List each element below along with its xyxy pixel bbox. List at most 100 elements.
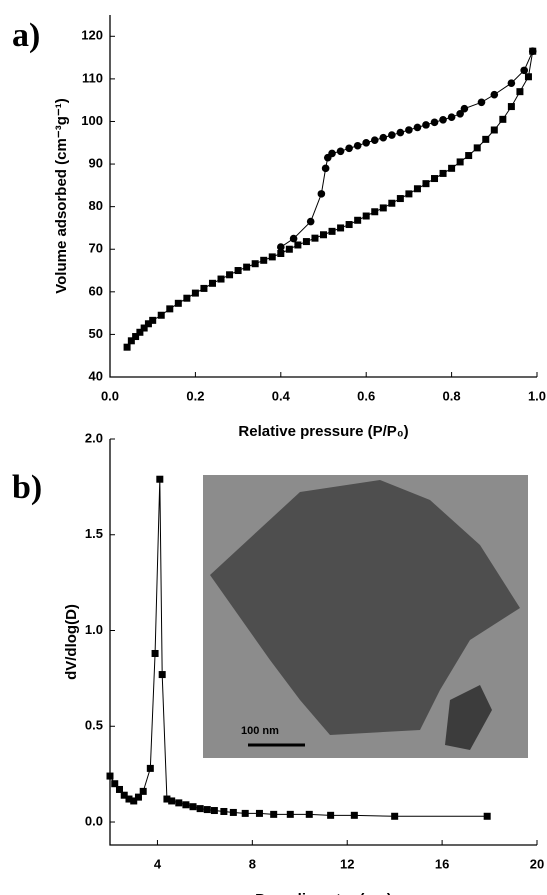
marker xyxy=(379,133,388,142)
marker xyxy=(337,224,345,232)
marker xyxy=(289,234,298,243)
y-tick-label: 40 xyxy=(89,368,103,383)
marker xyxy=(456,158,464,166)
axis-line xyxy=(109,439,537,846)
y-tick-label: 80 xyxy=(89,198,103,213)
marker xyxy=(507,79,516,87)
marker xyxy=(311,234,319,242)
marker xyxy=(196,805,204,813)
marker xyxy=(277,243,285,251)
marker xyxy=(251,260,259,268)
marker xyxy=(345,144,353,153)
marker xyxy=(490,126,498,134)
marker xyxy=(151,649,159,657)
marker xyxy=(123,343,131,351)
marker xyxy=(182,801,190,809)
marker xyxy=(353,141,362,150)
marker xyxy=(243,263,251,271)
marker xyxy=(328,227,336,235)
marker xyxy=(115,785,123,793)
marker xyxy=(320,231,327,239)
marker xyxy=(524,73,532,81)
marker xyxy=(111,780,119,788)
marker xyxy=(345,221,353,229)
marker xyxy=(166,305,174,313)
marker xyxy=(302,238,310,246)
marker xyxy=(120,791,128,799)
marker xyxy=(255,809,263,817)
marker xyxy=(388,131,396,139)
marker xyxy=(321,164,330,173)
y-tick-label: 0.5 xyxy=(85,718,103,733)
marker xyxy=(106,772,114,780)
marker xyxy=(134,793,142,801)
marker xyxy=(460,104,469,113)
marker xyxy=(354,216,362,224)
marker xyxy=(473,144,481,152)
y-tick-label: 60 xyxy=(89,283,103,298)
y-tick-label: 0.0 xyxy=(85,813,103,828)
y-axis-title: dV/dlog(D) xyxy=(63,604,80,680)
marker xyxy=(439,169,447,177)
marker xyxy=(448,164,456,172)
marker xyxy=(168,797,176,805)
marker xyxy=(203,806,211,814)
marker xyxy=(132,333,140,341)
marker xyxy=(483,812,491,820)
x-tick-label: 0.2 xyxy=(186,388,204,403)
marker xyxy=(422,121,430,129)
marker xyxy=(477,98,486,107)
x-tick-label: 1.0 xyxy=(528,388,546,403)
marker xyxy=(191,289,199,297)
marker xyxy=(362,138,371,147)
series-line xyxy=(280,50,534,248)
marker xyxy=(125,795,133,803)
marker xyxy=(210,807,218,815)
marker xyxy=(136,328,144,336)
marker xyxy=(234,267,242,275)
marker xyxy=(127,337,135,345)
y-tick-label: 1.0 xyxy=(85,622,103,637)
y-tick-label: 90 xyxy=(89,155,103,170)
marker xyxy=(208,279,216,287)
y-tick-label: 2.0 xyxy=(85,430,103,445)
marker xyxy=(294,241,302,249)
marker xyxy=(413,185,421,193)
marker xyxy=(456,110,464,118)
y-tick-label: 70 xyxy=(89,241,103,256)
marker xyxy=(405,190,413,198)
marker xyxy=(200,284,208,292)
marker xyxy=(226,271,234,279)
marker xyxy=(336,147,345,156)
marker xyxy=(270,810,278,818)
marker xyxy=(144,320,152,328)
y-tick-label: 50 xyxy=(89,326,103,341)
y-axis-title: Volume adsorbed (cm⁻³g⁻¹) xyxy=(53,98,70,294)
y-tick-label: 110 xyxy=(82,70,103,85)
marker xyxy=(379,204,387,212)
marker xyxy=(183,294,191,302)
series-line xyxy=(126,51,534,348)
marker xyxy=(217,275,225,283)
marker xyxy=(163,795,171,803)
marker xyxy=(277,249,285,257)
marker xyxy=(388,199,396,207)
marker xyxy=(396,195,404,203)
marker xyxy=(396,128,405,137)
marker xyxy=(391,812,399,820)
y-tick-label: 120 xyxy=(81,28,103,43)
marker xyxy=(174,299,182,307)
tem-inset: 100 nm xyxy=(203,475,528,758)
x-tick-label: 0.8 xyxy=(443,388,461,403)
marker xyxy=(130,797,138,805)
marker xyxy=(241,809,249,817)
marker xyxy=(507,103,515,111)
marker xyxy=(327,811,335,819)
marker xyxy=(405,126,413,134)
marker xyxy=(317,190,326,198)
marker xyxy=(465,152,473,160)
y-tick-label: 1.5 xyxy=(85,526,103,541)
marker xyxy=(370,136,379,145)
marker xyxy=(286,810,294,818)
